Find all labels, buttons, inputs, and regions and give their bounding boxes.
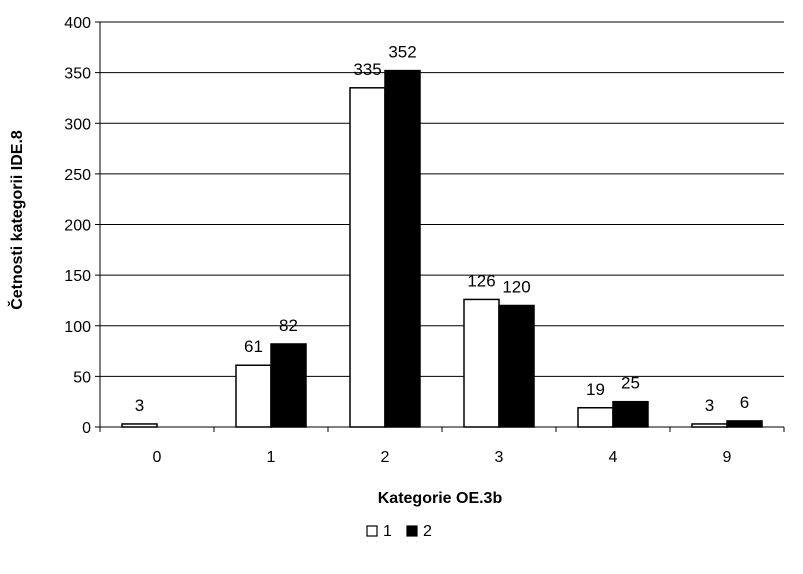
x-axis-title: Kategorie OE.3b <box>378 490 503 507</box>
data-label: 3 <box>135 396 144 415</box>
bar-series-1 <box>577 407 614 428</box>
data-label: 126 <box>467 271 495 290</box>
data-label: 25 <box>621 374 640 393</box>
x-tick-label: 0 <box>153 449 162 466</box>
legend-swatch-1 <box>366 525 378 537</box>
bar-series-1 <box>463 298 500 428</box>
bars <box>121 69 763 428</box>
bar-series-2 <box>612 400 649 428</box>
y-tick-label: 150 <box>64 268 91 285</box>
y-axis-title: Četnosti kategorii IDE.8 <box>7 130 26 310</box>
data-label: 82 <box>279 316 298 335</box>
data-label: 3 <box>705 396 714 415</box>
gridlines <box>100 21 784 377</box>
bar-series-1 <box>349 87 386 428</box>
data-label: 6 <box>740 393 749 412</box>
y-tick-label: 50 <box>73 369 91 386</box>
legend-swatch-2 <box>406 525 418 537</box>
legend-label: 1 <box>383 523 392 540</box>
x-tick-label: 3 <box>495 449 504 466</box>
bar-series-2 <box>498 304 535 428</box>
x-tick-label: 9 <box>723 449 732 466</box>
tick-labels: 0 50 100 150 200 250 300 350 400 0 1 2 3 4 9 <box>64 15 731 466</box>
data-labels: 3 61 82 335 352 126 120 19 25 3 6 <box>135 43 749 415</box>
y-tick-label: 400 <box>64 15 91 32</box>
y-tick-label: 250 <box>64 167 91 184</box>
y-tick-label: 350 <box>64 66 91 83</box>
bar-series-2 <box>270 343 307 428</box>
y-tick-label: 0 <box>82 420 91 437</box>
bar-series-2 <box>726 420 763 428</box>
data-label: 61 <box>244 337 263 356</box>
y-tick-label: 100 <box>64 319 91 336</box>
bar-series-2 <box>384 69 421 428</box>
data-label: 19 <box>586 380 605 399</box>
x-tick-label: 2 <box>381 449 390 466</box>
x-tick-label: 4 <box>609 449 618 466</box>
x-tick-label: 1 <box>267 449 276 466</box>
data-label: 335 <box>353 60 381 79</box>
data-label: 352 <box>388 43 416 62</box>
bar-series-1 <box>235 364 272 428</box>
legend-label: 2 <box>423 523 432 540</box>
y-tick-label: 300 <box>64 116 91 133</box>
axes <box>95 21 785 432</box>
data-label: 120 <box>502 278 530 297</box>
y-tick-label: 200 <box>64 218 91 235</box>
